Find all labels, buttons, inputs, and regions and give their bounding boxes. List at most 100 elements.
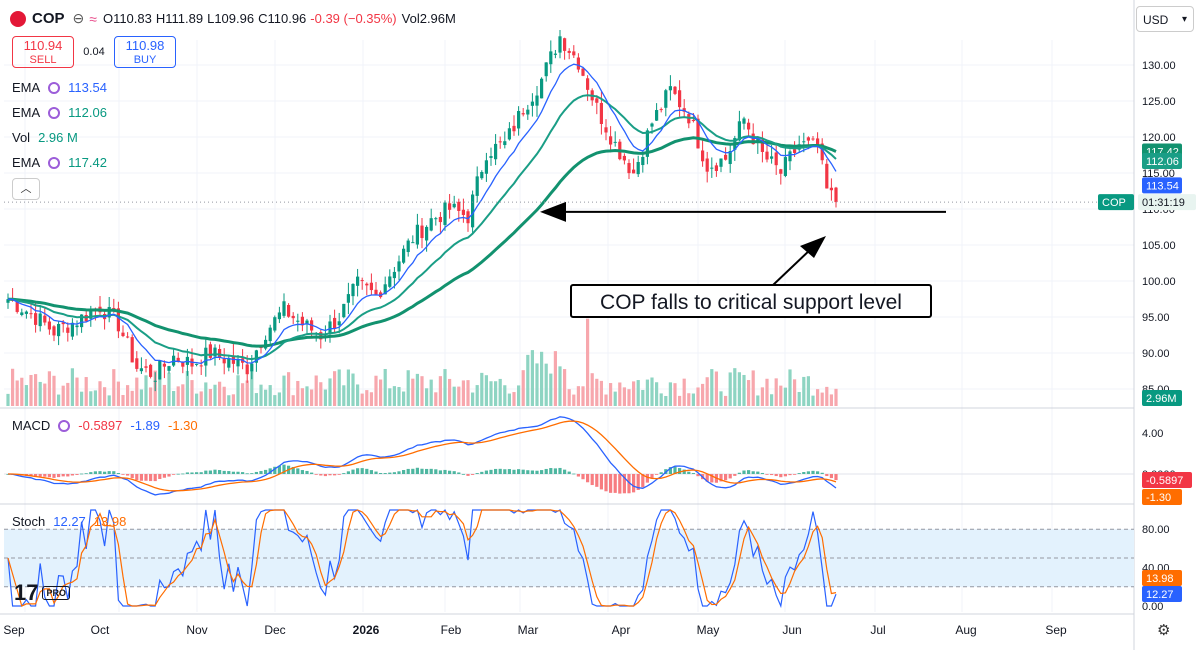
candle-body — [553, 53, 557, 55]
candle-body — [204, 347, 208, 366]
spread-value: 0.04 — [83, 46, 105, 58]
candle-body — [438, 216, 442, 223]
macd-histogram-bar — [443, 469, 447, 474]
refresh-icon[interactable] — [48, 156, 61, 169]
volume-bar — [710, 369, 714, 406]
macd-histogram-bar — [57, 474, 61, 478]
volume-bar — [149, 387, 153, 406]
macd-histogram-bar — [135, 474, 139, 481]
candle-body — [162, 363, 166, 367]
signal-line — [8, 420, 837, 492]
compare-icon[interactable]: ⊖ — [72, 10, 85, 26]
candle-body — [668, 86, 672, 91]
macd-name: MACD — [12, 418, 51, 433]
high-label: H — [155, 11, 166, 26]
candle-body — [291, 315, 295, 319]
price-axis-label: 130.00 — [1142, 60, 1176, 72]
volume-bar — [402, 391, 406, 406]
volume-bar — [650, 377, 654, 406]
volume-bar — [641, 389, 645, 406]
candle-body — [24, 311, 28, 314]
macd-histogram-bar — [553, 468, 557, 474]
candle-body — [126, 336, 130, 338]
volume-bar — [107, 395, 111, 406]
candle-body — [517, 111, 521, 129]
buy-price: 110.98 — [125, 38, 165, 53]
stoch-k-line — [7, 508, 837, 609]
collapse-legend-button[interactable]: ︿ — [12, 178, 40, 200]
tradingview-logo[interactable]: 17 PRO — [14, 580, 70, 606]
volume-bar — [319, 382, 323, 406]
indicator-legend-ema-3[interactable]: EMA 117.42 — [12, 155, 107, 170]
volume-bar — [590, 373, 594, 406]
volume-bar — [80, 391, 84, 406]
volume-bar — [277, 392, 281, 406]
candle-body — [383, 284, 387, 295]
volume-bar — [779, 385, 783, 406]
macd-histogram-bar — [34, 474, 38, 478]
currency-selector[interactable]: USD ▾ — [1136, 6, 1194, 32]
macd-histogram-bar — [489, 469, 493, 474]
symbol-name[interactable]: COP — [32, 10, 65, 27]
price-axis-label: 125.00 — [1142, 96, 1176, 108]
volume-bar — [747, 380, 751, 406]
sell-button[interactable]: 110.94 SELL — [12, 36, 74, 68]
macd-histogram-bar — [641, 474, 645, 488]
candle-body — [411, 242, 415, 244]
candle-body — [52, 326, 56, 336]
macd-histogram-bar — [162, 474, 166, 478]
macd-histogram-bar — [737, 472, 741, 474]
volume-bar — [254, 393, 258, 406]
countdown-tag-bg — [1138, 194, 1196, 211]
stoch-axis-label: 0.00 — [1142, 601, 1163, 613]
macd-histogram-bar — [222, 470, 226, 474]
time-axis-label: Sep — [3, 623, 25, 637]
candle-body — [604, 127, 608, 133]
refresh-icon[interactable] — [48, 81, 61, 94]
candle-body — [406, 240, 410, 253]
volume-bar — [365, 390, 369, 406]
ema-slow-line — [8, 136, 837, 348]
indicator-legend-vol[interactable]: Vol 2.96 M — [12, 130, 78, 145]
volume-bar — [38, 381, 42, 406]
candle-body — [116, 308, 120, 332]
macd-histogram-bar — [139, 474, 143, 481]
stoch-legend[interactable]: Stoch 12.27 13.98 — [12, 514, 126, 529]
candle-body — [544, 62, 548, 77]
ema-mid-tag: 112.06 — [1146, 156, 1179, 168]
refresh-icon[interactable] — [58, 419, 71, 432]
symbol-tag: COP — [1102, 197, 1126, 209]
buy-button[interactable]: 110.98 BUY — [114, 36, 176, 68]
gear-icon[interactable]: ⚙ — [1157, 622, 1171, 639]
macd-histogram-bar — [259, 471, 263, 474]
macd-histogram-bar — [581, 474, 585, 480]
candle-body — [337, 321, 341, 326]
volume-bar — [668, 382, 672, 406]
candle-body — [287, 304, 291, 317]
macd-histogram-bar — [586, 474, 590, 483]
indicator-legend-ema-2[interactable]: EMA 112.06 — [12, 105, 107, 120]
volume-bar — [268, 385, 272, 406]
annotation-callout[interactable]: COP falls to critical support level — [570, 284, 932, 318]
macd-histogram-bar — [659, 472, 663, 474]
wave-icon[interactable]: ≈ — [89, 10, 97, 27]
macd-legend[interactable]: MACD -0.5897 -1.89 -1.30 — [12, 418, 198, 433]
buy-label: BUY — [133, 54, 157, 66]
time-axis-label: Mar — [518, 623, 539, 637]
macd-histogram-bar — [825, 474, 829, 477]
candle-body — [747, 122, 751, 130]
stoch-name: Stoch — [12, 514, 46, 529]
indicator-legend-ema-1[interactable]: EMA 113.54 — [12, 80, 107, 95]
macd-histogram-bar — [797, 473, 801, 474]
candle-body — [443, 202, 447, 225]
volume-bar — [834, 388, 838, 406]
candle-body — [484, 160, 488, 174]
volume-bar — [563, 369, 567, 406]
refresh-icon[interactable] — [48, 106, 61, 119]
volume-bar — [498, 378, 502, 406]
macd-histogram-bar — [195, 472, 199, 474]
macd-histogram-bar — [305, 470, 309, 474]
volume-bar — [825, 386, 829, 406]
candle-body — [457, 201, 461, 211]
